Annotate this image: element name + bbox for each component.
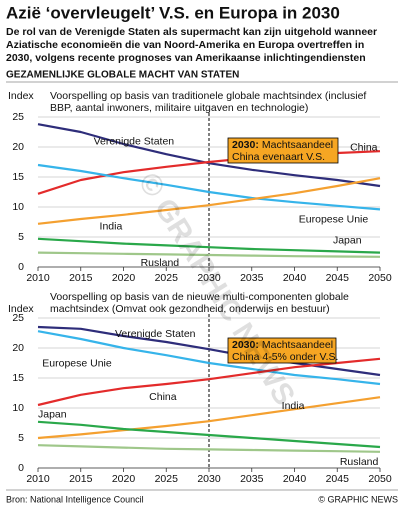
y-tick-label: 5 bbox=[18, 231, 24, 243]
series-label: Japan bbox=[333, 234, 362, 246]
y-tick-label: 5 bbox=[18, 432, 24, 444]
subtitle: De rol van de Verenigde Staten als super… bbox=[6, 26, 377, 38]
x-tick-label: 2040 bbox=[283, 473, 307, 485]
y-tick-label: 10 bbox=[12, 402, 24, 414]
annotation: 2030: Machtsaandeel bbox=[232, 339, 333, 351]
y-tick-label: 20 bbox=[12, 342, 24, 354]
annotation-box bbox=[227, 337, 337, 364]
chart-subtitle: Voorspelling op basis van traditionele g… bbox=[50, 90, 366, 102]
subtitle: Aziatische economieën die van Noord-Amer… bbox=[6, 39, 364, 51]
y-tick-label: 0 bbox=[18, 462, 24, 474]
series-line bbox=[37, 357, 381, 407]
x-tick-label: 2015 bbox=[69, 473, 93, 485]
series-label: Europese Unie bbox=[299, 213, 369, 225]
series-label: Verenigde Staten bbox=[115, 328, 196, 340]
y-tick-label: 15 bbox=[12, 372, 24, 384]
x-tick-label: 2020 bbox=[112, 272, 136, 284]
series-label: China bbox=[149, 391, 177, 403]
x-tick-label: 2015 bbox=[69, 272, 93, 284]
y-tick-label: 25 bbox=[12, 111, 24, 123]
annotation-lead: 2030: bbox=[232, 339, 259, 351]
x-tick-label: 2030 bbox=[197, 473, 221, 485]
y-axis-label: Index bbox=[8, 303, 34, 315]
series-line bbox=[37, 237, 381, 254]
chart-subtitle: machtsindex (Omvat ook gezondheid, onder… bbox=[50, 303, 330, 315]
x-tick-label: 2050 bbox=[368, 272, 392, 284]
y-tick-label: 15 bbox=[12, 171, 24, 183]
chart: Voorspelling op basis van de nieuwe mult… bbox=[8, 291, 392, 485]
series-label: Europese Unie bbox=[42, 357, 112, 369]
charts: Voorspelling op basis van traditionele g… bbox=[8, 90, 392, 485]
series-line bbox=[37, 163, 381, 211]
series-line bbox=[37, 177, 381, 225]
x-tick-label: 2025 bbox=[155, 473, 179, 485]
annotation-lead: 2030: bbox=[232, 139, 259, 151]
series-line bbox=[37, 330, 381, 386]
annotation-text: Machtsaandeel bbox=[262, 139, 333, 151]
annotation: 2030: Machtsaandeel bbox=[232, 139, 333, 151]
subtitle: 2030, volgens recente prognoses van Amer… bbox=[6, 52, 366, 64]
chart-subtitle: Voorspelling op basis van de nieuwe mult… bbox=[50, 291, 349, 303]
x-tick-label: 2045 bbox=[326, 473, 350, 485]
x-tick-label: 2010 bbox=[26, 272, 50, 284]
source: Bron: National Intelligence Council bbox=[6, 494, 144, 504]
series-line bbox=[37, 251, 381, 258]
series-line bbox=[37, 396, 381, 440]
series-label: Rusland bbox=[340, 456, 379, 468]
y-tick-label: 20 bbox=[12, 141, 24, 153]
series-line bbox=[37, 123, 381, 188]
series-line bbox=[37, 325, 381, 377]
series-line bbox=[37, 444, 381, 453]
y-tick-label: 10 bbox=[12, 201, 24, 213]
series-label: China bbox=[350, 141, 378, 153]
y-tick-label: 25 bbox=[12, 312, 24, 324]
x-tick-label: 2025 bbox=[155, 272, 179, 284]
series-label: Japan bbox=[38, 408, 67, 420]
x-tick-label: 2030 bbox=[197, 272, 221, 284]
series-line bbox=[37, 420, 381, 449]
x-tick-label: 2035 bbox=[240, 473, 264, 485]
credit: © GRAPHIC NEWS bbox=[318, 494, 398, 504]
x-tick-label: 2035 bbox=[240, 272, 264, 284]
x-tick-label: 2050 bbox=[368, 473, 392, 485]
title: Azië ‘overvleugelt’ V.S. en Europa in 20… bbox=[6, 3, 340, 22]
annotation-text: China 4-5% onder V.S. bbox=[232, 351, 338, 363]
x-tick-label: 2020 bbox=[112, 473, 136, 485]
series-label: India bbox=[100, 221, 123, 233]
series-label: India bbox=[282, 400, 305, 412]
y-tick-label: 0 bbox=[18, 261, 24, 273]
chart: Voorspelling op basis van traditionele g… bbox=[8, 90, 392, 284]
x-tick-label: 2010 bbox=[26, 473, 50, 485]
section-heading: GEZAMENLIJKE GLOBALE MACHT VAN STATEN bbox=[6, 70, 239, 81]
series-label: Verenigde Staten bbox=[94, 135, 175, 147]
y-axis-label: Index bbox=[8, 90, 34, 102]
annotation-text: China evenaart V.S. bbox=[232, 151, 325, 163]
series-label: Rusland bbox=[141, 257, 180, 269]
chart-subtitle: BBP, aantal inwoners, militaire uitgaven… bbox=[50, 102, 308, 114]
annotation-box bbox=[227, 137, 339, 164]
x-tick-label: 2040 bbox=[283, 272, 307, 284]
x-tick-label: 2045 bbox=[326, 272, 350, 284]
annotation-text: Machtsaandeel bbox=[262, 339, 333, 351]
